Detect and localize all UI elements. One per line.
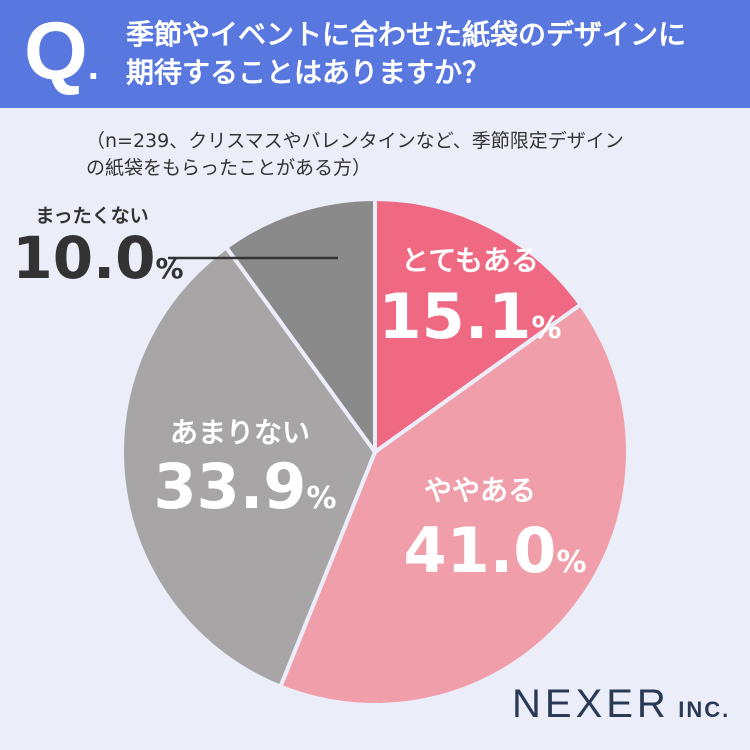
slice-value-label: 10.0%	[12, 224, 183, 292]
sample-note-line-2: の紙袋をもらったことがある方）	[86, 157, 372, 179]
logo-brand: NEXER	[512, 682, 670, 726]
q-letter: Q	[24, 6, 88, 97]
slice-value-label: 33.9%	[153, 450, 336, 523]
slice-value-label: 41.0%	[403, 514, 586, 587]
q-dot: .	[87, 44, 99, 88]
slice-mattaku-nai	[224, 197, 377, 454]
slice-label: とてもある	[401, 244, 539, 277]
question-line-2: 期待することはありますか？	[126, 56, 491, 89]
slice-value-label: 15.1%	[378, 280, 561, 353]
question-line-1: 季節やイベントに合わせた紙袋のデザインに	[126, 18, 687, 51]
logo-suffix: INC.	[678, 697, 731, 722]
pie-slices	[120, 197, 630, 707]
slice-label: あまりない	[170, 416, 310, 449]
slice-totemo-aru	[373, 197, 583, 454]
slice-label: まったくない	[35, 205, 148, 227]
slice-amari-nai	[120, 245, 377, 689]
q-mark: Q.	[24, 2, 99, 116]
slice-label: ややある	[424, 474, 536, 507]
question-header: Q. 季節やイベントに合わせた紙袋のデザインに 期待することはありますか？	[0, 0, 750, 108]
slice-yaya-aru	[278, 302, 630, 707]
sample-note-line-1: （n=239、クリスマスやバレンタインなど、季節限定デザイン	[86, 130, 624, 152]
nexer-logo: NEXER INC.	[512, 682, 730, 727]
question-text: 季節やイベントに合わせた紙袋のデザインに 期待することはありますか？	[126, 16, 726, 92]
sample-note: （n=239、クリスマスやバレンタインなど、季節限定デザイン の紙袋をもらったこ…	[86, 128, 624, 182]
